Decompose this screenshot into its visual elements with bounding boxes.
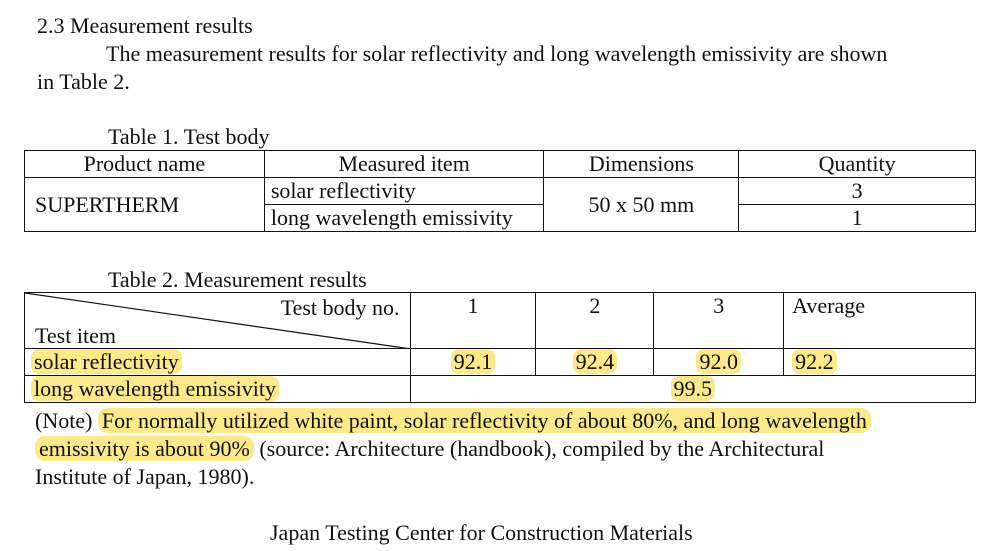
table2-corner-bottom: Test item — [35, 323, 116, 348]
table1-caption: Table 1. Test body — [108, 124, 270, 149]
table2-caption: Table 2. Measurement results — [108, 267, 367, 292]
note-highlight-2: emissivity is about 90% — [35, 436, 254, 461]
table2-solar-average: 92.2 — [792, 349, 837, 374]
table2-row-solar-label: solar reflectivity — [31, 349, 182, 374]
note-line-1: (Note) For normally utilized white paint… — [35, 407, 871, 435]
table1-item-emissivity: long wavelength emissivity — [263, 204, 545, 232]
table1-header-dimensions: Dimensions — [543, 150, 740, 178]
table1-product: SUPERTHERM — [24, 177, 265, 232]
table2-solar-value-2: 92.4 — [572, 349, 618, 374]
table1-qty-2: 1 — [738, 204, 976, 232]
table1-item-solar: solar reflectivity — [263, 177, 545, 205]
table2-col-average: Average — [783, 292, 976, 349]
table2-solar-value-1: 92.1 — [450, 349, 496, 374]
note-line-3: Institute of Japan, 1980). — [35, 464, 255, 489]
table1-qty-1: 3 — [738, 177, 976, 205]
table2-corner-top: Test body no. — [280, 295, 400, 320]
table1: Product name Measured item Dimensions Qu… — [24, 150, 976, 232]
note-rest-2: (source: Architecture (handbook), compil… — [253, 436, 825, 461]
note-line-2: emissivity is about 90% (source: Archite… — [35, 435, 824, 463]
note-prefix: (Note) — [35, 408, 98, 433]
table2-col-2: 2 — [535, 292, 655, 349]
table2-emissivity-value: 99.5 — [670, 376, 716, 401]
table2-row-emissivity-label: long wavelength emissivity — [31, 376, 279, 401]
table1-header-product: Product name — [24, 150, 265, 178]
section-heading: 2.3 Measurement results — [37, 13, 253, 38]
table1-dimensions: 50 x 50 mm — [543, 177, 740, 232]
table2-corner-cell: Test body no. Test item — [24, 292, 411, 349]
note-highlight-1: For normally utilized white paint, solar… — [97, 408, 871, 433]
table2-col-3: 3 — [653, 292, 785, 349]
table1-header-quantity: Quantity — [738, 150, 976, 178]
table1-header-item: Measured item — [263, 150, 545, 178]
footer-organization: Japan Testing Center for Construction Ma… — [270, 520, 693, 545]
intro-line-2: in Table 2. — [37, 69, 130, 94]
table2-solar-value-3: 92.0 — [696, 349, 741, 374]
table2-diagonal-line — [25, 293, 411, 349]
table2-col-1: 1 — [409, 292, 537, 349]
intro-line-1: The measurement results for solar reflec… — [106, 41, 888, 66]
table2: Test body no. Test item 1 2 3 Average so… — [24, 292, 977, 403]
